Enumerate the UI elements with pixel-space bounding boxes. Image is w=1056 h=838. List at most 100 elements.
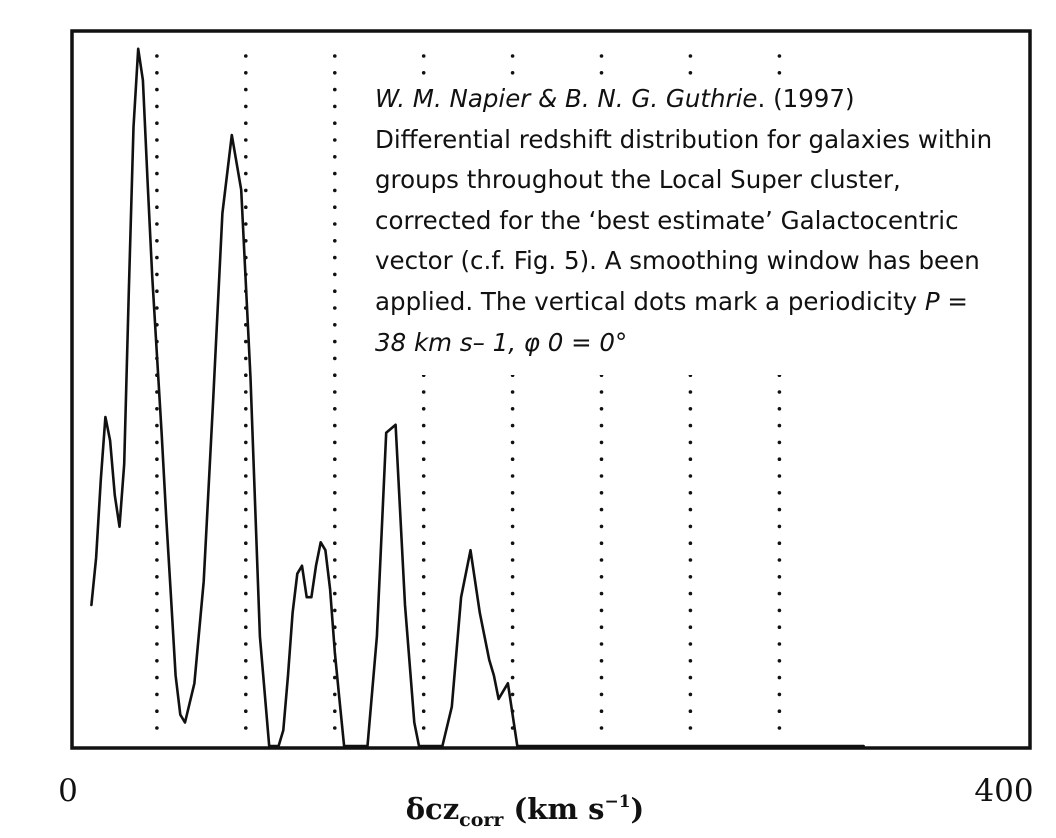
marker-dot	[421, 608, 426, 613]
marker-dot	[244, 339, 248, 344]
marker-dot	[333, 524, 337, 529]
marker-dot	[599, 575, 604, 579]
marker-dot	[333, 709, 337, 713]
x-axis-label-units-close: )	[631, 792, 645, 826]
marker-dot	[421, 541, 426, 545]
marker-dot	[244, 675, 248, 680]
marker-dot	[777, 407, 782, 411]
marker-dot	[510, 591, 515, 596]
marker-dot	[155, 608, 159, 613]
marker-dot	[333, 440, 337, 445]
marker-dot	[777, 625, 782, 629]
marker-dot	[599, 625, 604, 629]
marker-dot	[777, 692, 782, 697]
marker-dot	[599, 709, 604, 713]
marker-dot	[777, 642, 782, 646]
marker-dot	[510, 575, 515, 579]
marker-dot	[688, 457, 693, 462]
marker-dot	[421, 390, 426, 394]
marker-dot	[599, 591, 604, 596]
marker-dot	[333, 121, 337, 125]
marker-dot	[421, 625, 426, 629]
marker-dot	[155, 575, 159, 579]
marker-dot	[244, 524, 248, 529]
marker-dot	[244, 104, 248, 109]
marker-dot	[777, 675, 782, 680]
marker-dot	[155, 709, 159, 713]
marker-dot	[244, 155, 248, 159]
marker-dot	[777, 726, 782, 730]
marker-dot	[688, 591, 693, 596]
marker-dot	[155, 726, 159, 730]
marker-dot	[244, 642, 248, 646]
marker-dot	[421, 675, 426, 680]
marker-dot	[421, 491, 426, 495]
marker-dot	[155, 155, 159, 159]
marker-dot	[155, 205, 159, 209]
marker-dot	[688, 558, 693, 562]
periodicity-marker-1	[155, 54, 159, 730]
marker-dot	[421, 507, 426, 512]
marker-dot	[510, 507, 515, 512]
marker-dot	[333, 155, 337, 159]
marker-dot	[244, 390, 248, 394]
marker-dot	[599, 726, 604, 730]
marker-dot	[599, 524, 604, 529]
marker-dot	[599, 675, 604, 680]
marker-dot	[510, 491, 515, 495]
marker-dot	[333, 289, 337, 294]
marker-dot	[244, 121, 248, 125]
marker-dot	[688, 54, 693, 58]
marker-dot	[333, 507, 337, 512]
marker-dot	[777, 524, 782, 529]
marker-dot	[421, 457, 426, 462]
marker-dot	[421, 423, 426, 428]
marker-dot	[777, 491, 782, 495]
marker-dot	[155, 188, 159, 193]
marker-dot	[155, 558, 159, 562]
marker-dot	[599, 390, 604, 394]
figure-caption: W. M. Napier & B. N. G. Guthrie. (1997) …	[363, 75, 1005, 376]
marker-dot	[333, 692, 337, 697]
marker-dot	[688, 726, 693, 730]
marker-dot	[244, 709, 248, 713]
marker-dot	[155, 491, 159, 495]
marker-dot	[599, 642, 604, 646]
marker-dot	[244, 575, 248, 579]
marker-dot	[155, 591, 159, 596]
marker-dot	[244, 373, 248, 378]
marker-dot	[777, 591, 782, 596]
marker-dot	[599, 491, 604, 495]
marker-dot	[421, 558, 426, 562]
marker-dot	[333, 373, 337, 378]
marker-dot	[244, 457, 248, 462]
marker-dot	[333, 675, 337, 680]
marker-dot	[155, 675, 159, 680]
x-tick-label-400: 400	[974, 773, 1033, 809]
marker-dot	[244, 138, 248, 142]
marker-dot	[244, 659, 248, 663]
marker-dot	[510, 692, 515, 697]
marker-dot	[777, 474, 782, 478]
marker-dot	[333, 54, 337, 58]
marker-dot	[333, 491, 337, 495]
marker-dot	[244, 87, 248, 92]
marker-dot	[155, 692, 159, 697]
marker-dot	[155, 71, 159, 75]
marker-dot	[688, 642, 693, 646]
marker-dot	[599, 54, 604, 58]
x-axis-label-subscript: corr	[459, 809, 504, 831]
marker-dot	[333, 339, 337, 344]
marker-dot	[333, 205, 337, 209]
marker-dot	[688, 423, 693, 428]
marker-dot	[421, 726, 426, 730]
marker-dot	[688, 524, 693, 529]
marker-dot	[244, 474, 248, 478]
plot-frame	[70, 29, 1032, 750]
marker-dot	[155, 306, 159, 310]
marker-dot	[244, 423, 248, 428]
marker-dot	[599, 407, 604, 411]
marker-dot	[510, 474, 515, 478]
marker-dot	[688, 659, 693, 663]
marker-dot	[333, 356, 337, 361]
